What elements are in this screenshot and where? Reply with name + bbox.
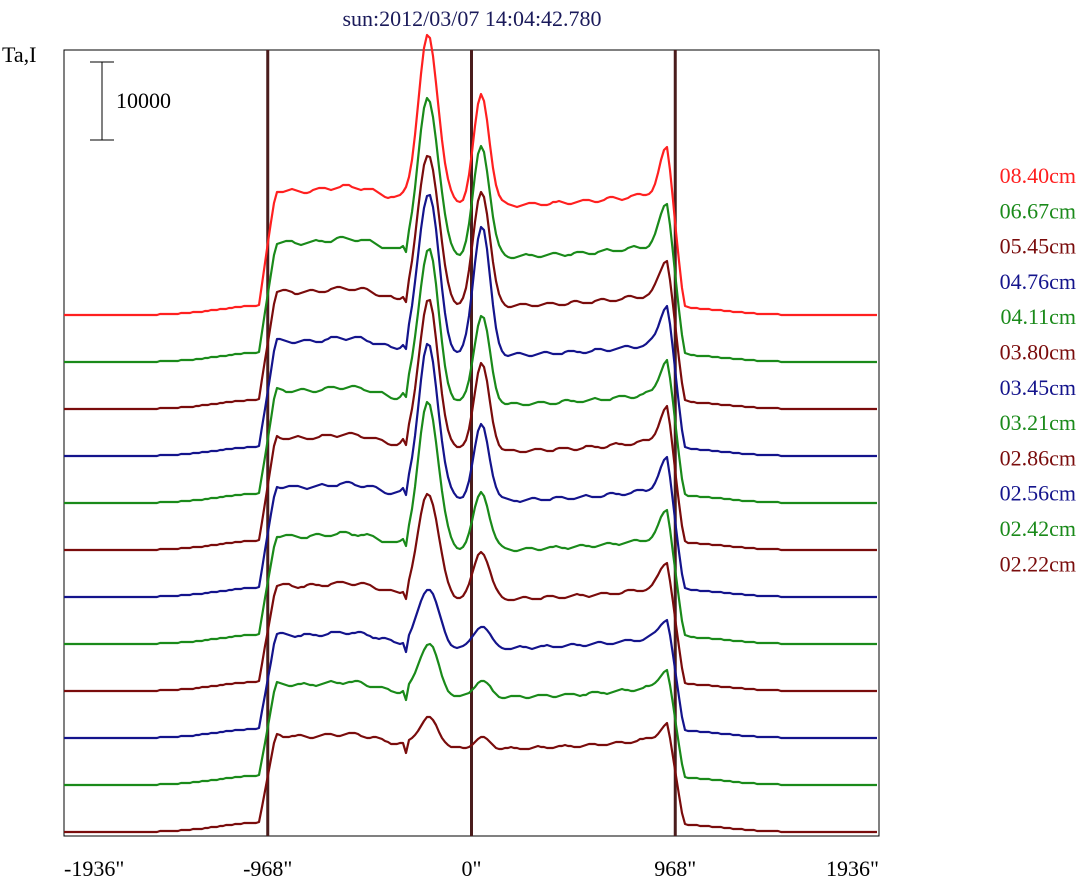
- x-tick-label: -968": [243, 856, 292, 881]
- scale-bar-label: 10000: [116, 88, 171, 113]
- legend-entry: 03.80cm: [1000, 340, 1076, 365]
- series-trace: [64, 96, 877, 364]
- series-traces: [64, 33, 877, 834]
- x-tick-label: 1936": [826, 856, 879, 881]
- series-trace: [64, 715, 877, 834]
- chart-title: sun:2012/03/07 14:04:42.780: [342, 6, 601, 31]
- series-trace: [64, 492, 877, 693]
- x-tick-label: 0": [462, 856, 482, 881]
- series-trace: [64, 342, 877, 599]
- x-tick-label: 968": [654, 856, 696, 881]
- x-tick-label: -1936": [64, 856, 124, 881]
- x-tick-labels: -1936" -968" 0" 968" 1936": [64, 856, 879, 881]
- series-trace: [64, 400, 877, 646]
- legend-entry: 02.22cm: [1000, 551, 1076, 576]
- series-trace: [64, 193, 877, 458]
- legend-entry: 05.45cm: [1000, 234, 1076, 259]
- legend-entry: 06.67cm: [1000, 198, 1076, 223]
- legend-entry: 03.21cm: [1000, 410, 1076, 435]
- series-trace: [64, 588, 877, 740]
- legend-entry: 03.45cm: [1000, 375, 1076, 400]
- legend: 08.40cm 06.67cm 05.45cm 04.76cm 04.11cm 03.80…: [1000, 163, 1076, 576]
- legend-entry: 04.76cm: [1000, 269, 1076, 294]
- series-trace: [64, 154, 877, 411]
- y-axis-label: Ta,I: [2, 42, 37, 67]
- series-trace: [64, 33, 877, 317]
- legend-entry: 02.86cm: [1000, 445, 1076, 470]
- legend-entry: 02.56cm: [1000, 481, 1076, 506]
- series-trace: [64, 642, 877, 787]
- legend-entry: 02.42cm: [1000, 516, 1076, 541]
- series-trace: [64, 247, 877, 505]
- legend-entry: 04.11cm: [1000, 304, 1076, 329]
- legend-entry: 08.40cm: [1000, 163, 1076, 188]
- intensity-scale-bar: 10000: [90, 61, 171, 141]
- series-trace: [64, 298, 877, 552]
